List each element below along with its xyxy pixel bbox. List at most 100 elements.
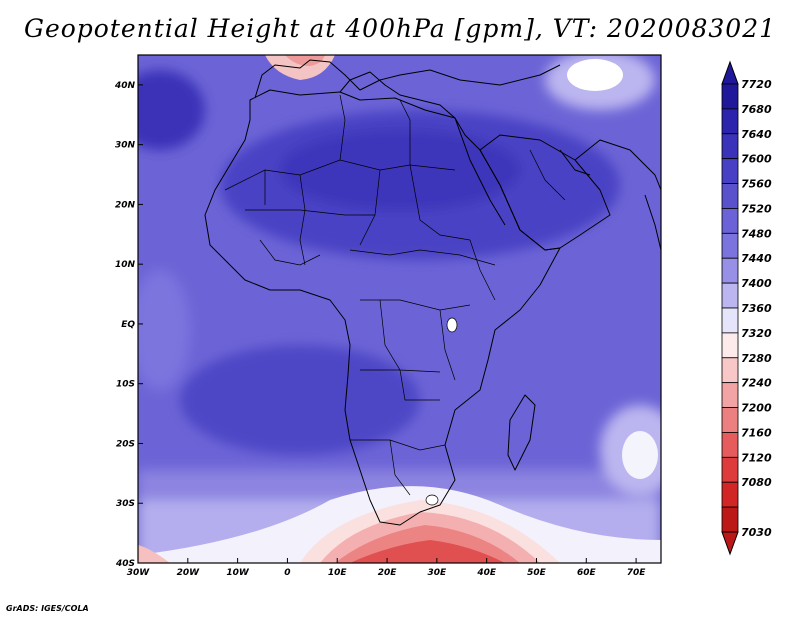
border-4 <box>299 174 306 266</box>
border-18 <box>529 149 566 201</box>
lon-tick-label: 30W <box>127 568 151 578</box>
asia-coast <box>574 139 661 191</box>
colorbar-segment <box>721 282 739 309</box>
lat-tick-label: 30S <box>116 499 135 509</box>
lon-tick-label: 20E <box>378 568 398 578</box>
colorbar-segment <box>721 432 739 458</box>
plot-frame <box>137 54 662 564</box>
colorbar-label: 7680 <box>741 103 772 116</box>
low-contour-7160 <box>350 540 505 563</box>
colorbar-label: 7200 <box>741 402 772 415</box>
lat-tick-label: EQ <box>121 320 135 330</box>
colorbar-label: 7360 <box>741 302 772 315</box>
colorbar-label: 7720 <box>741 78 772 91</box>
border-17 <box>469 239 496 301</box>
colorbar-label: 7280 <box>741 352 772 365</box>
lat-tick-label: 10N <box>115 260 136 270</box>
border-6 <box>409 164 471 241</box>
persian-gulf <box>559 149 591 176</box>
low-contour-north-inner <box>285 55 325 66</box>
lon-tick-label: 10W <box>226 568 250 578</box>
colorbar-label: 7240 <box>741 377 772 390</box>
colorbar-segment <box>721 133 739 160</box>
africa-coastline <box>204 89 561 526</box>
border-3 <box>399 99 411 165</box>
lon-tick-label: 40E <box>476 568 497 578</box>
colorbar-bottom-arrow <box>721 531 739 556</box>
coastlines <box>204 59 661 526</box>
lat-tick-label: 30N <box>115 141 136 151</box>
colorbar-segment <box>721 357 739 384</box>
lon-tick-label: 0 <box>284 568 290 578</box>
colorbar-segment <box>721 332 739 359</box>
colorbar-label: 7080 <box>741 476 772 489</box>
europe-coastline <box>254 59 561 99</box>
map-title: Geopotential Height at 400hPa [gpm], VT:… <box>23 14 777 43</box>
lon-tick-label: 70E <box>627 568 647 578</box>
grads-credit: GrADS: IGES/COLA <box>6 604 89 613</box>
colorbar-label: 7120 <box>741 451 772 464</box>
high-core-atlantic <box>138 70 205 150</box>
lat-tick-label: 20N <box>115 200 136 210</box>
white-patch-east <box>622 431 658 479</box>
border-15 <box>224 169 266 205</box>
colorbar-segment <box>721 108 739 135</box>
border-8 <box>349 249 496 266</box>
arabia-coastline <box>479 134 611 251</box>
lat-tick-label: 40S <box>115 559 135 569</box>
country-borders <box>224 94 566 496</box>
colorbar-label: 7160 <box>741 426 772 439</box>
colorbar-top-arrow <box>721 60 739 85</box>
colorbar-label: 7480 <box>741 227 772 240</box>
lon-tick-label: 20W <box>177 568 201 578</box>
high-core-north-inner <box>280 130 520 210</box>
colorbar-label: 7320 <box>741 327 772 340</box>
colorbar-segment <box>721 183 739 209</box>
lat-tick-label: 40N <box>114 81 136 91</box>
lesotho-outline <box>425 494 439 506</box>
madagascar-coastline <box>507 394 536 471</box>
red-sea <box>454 117 506 226</box>
border-14 <box>439 309 456 381</box>
colorbar-segment <box>721 407 739 433</box>
border-1 <box>264 159 456 176</box>
colorbar-segment <box>721 456 739 483</box>
colorbar-segment <box>721 382 739 408</box>
latitude-ticks: 40S 30S 20S 10S EQ 10N 20N 30N 40N <box>114 81 143 569</box>
colorbar-label: 7030 <box>741 526 772 539</box>
colorbar-segment <box>721 257 739 284</box>
colorbar-label: 7560 <box>741 178 772 191</box>
border-13 <box>389 439 411 496</box>
lon-tick-label: 10E <box>328 568 348 578</box>
colorbar-label: 7400 <box>741 277 772 290</box>
border-12 <box>350 439 446 451</box>
colorbar-segment <box>721 208 739 234</box>
mediterranean-coast <box>339 71 456 119</box>
colorbar-segment <box>721 158 739 184</box>
low-contour-sw-corner <box>138 545 170 563</box>
border-7 <box>245 209 375 216</box>
border-16 <box>259 239 321 266</box>
colorbar-segment <box>721 232 739 259</box>
border-10 <box>379 299 441 373</box>
white-patch-northeast <box>567 59 623 91</box>
colorbar-label: 7520 <box>741 202 772 215</box>
lon-tick-label: 60E <box>577 568 597 578</box>
colorbar-label: 7640 <box>741 128 772 141</box>
light-patch-west <box>138 270 190 390</box>
border-2 <box>339 94 346 161</box>
longitude-ticks: 30W 20W 10W 0 10E 20E 30E 40E 50E 60E 70E <box>127 558 647 578</box>
lakes <box>425 317 458 506</box>
lat-tick-label: 20S <box>116 439 135 449</box>
lat-tick-label: 10S <box>116 380 135 390</box>
colorbar-segment <box>721 307 739 334</box>
colorbar-label: 7600 <box>741 153 772 166</box>
colorbar-segment <box>721 481 739 508</box>
lon-tick-label: 30E <box>428 568 448 578</box>
colorbar-segment <box>721 506 739 533</box>
colorbar-label: 7440 <box>741 252 772 265</box>
lake-victoria <box>446 317 458 333</box>
colorbar: 7720 7680 7640 7600 7560 7520 7480 7440 7400 7360… <box>721 60 772 556</box>
india-coast <box>644 194 661 251</box>
